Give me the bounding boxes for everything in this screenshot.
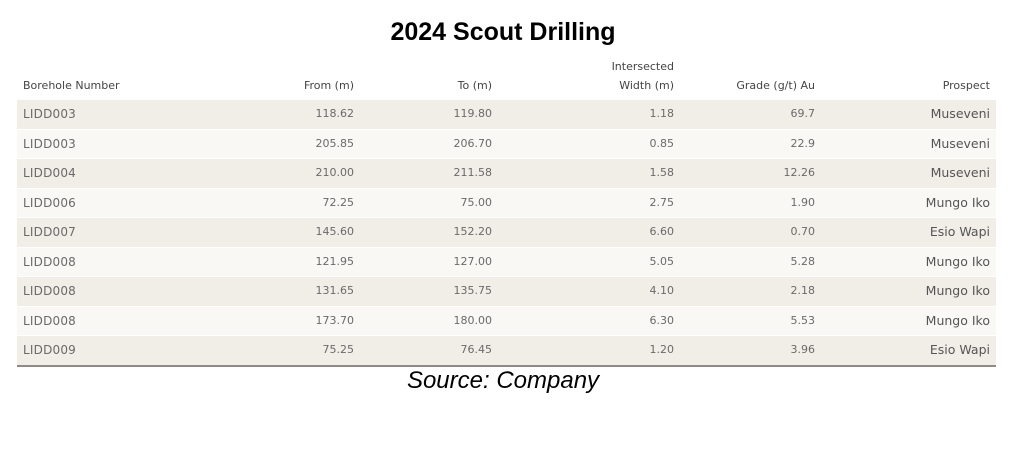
cell-width: 4.10 <box>498 276 680 307</box>
cell-borehole: LIDD009 <box>17 335 214 367</box>
table-row: LIDD004 210.00 211.58 1.58 12.26 Museveni <box>17 158 996 189</box>
cell-grade: 5.53 <box>680 306 821 336</box>
cell-prospect: Museveni <box>821 100 996 130</box>
cell-width: 1.18 <box>498 100 680 130</box>
cell-prospect: Esio Wapi <box>821 335 996 367</box>
table-row: LIDD007 145.60 152.20 6.60 0.70 Esio Wapi <box>17 217 996 248</box>
cell-width: 1.20 <box>498 335 680 367</box>
cell-borehole: LIDD006 <box>17 188 214 218</box>
cell-prospect: Mungo Iko <box>821 188 996 218</box>
cell-from: 118.62 <box>214 100 360 130</box>
cell-width: 6.60 <box>498 217 680 248</box>
cell-width: 0.85 <box>498 129 680 159</box>
header-prospect: Prospect <box>942 79 990 92</box>
cell-prospect: Museveni <box>821 129 996 159</box>
cell-to: 75.00 <box>360 188 498 218</box>
cell-to: 127.00 <box>360 247 498 277</box>
header-grade: Grade (g/t) Au <box>736 79 815 92</box>
cell-to: 135.75 <box>360 276 498 307</box>
cell-from: 145.60 <box>214 217 360 248</box>
cell-width: 2.75 <box>498 188 680 218</box>
table-row: LIDD006 72.25 75.00 2.75 1.90 Mungo Iko <box>17 188 996 218</box>
header-to: To (m) <box>457 79 492 92</box>
cell-prospect: Esio Wapi <box>821 217 996 248</box>
cell-grade: 2.18 <box>680 276 821 307</box>
header-from: From (m) <box>303 79 354 92</box>
cell-width: 6.30 <box>498 306 680 336</box>
cell-from: 210.00 <box>214 158 360 189</box>
cell-grade: 0.70 <box>680 217 821 248</box>
page-title: 2024 Scout Drilling <box>390 18 616 46</box>
cell-to: 180.00 <box>360 306 498 336</box>
table-row: LIDD003 118.62 119.80 1.18 69.7 Museveni <box>17 100 996 130</box>
cell-width: 1.58 <box>498 158 680 189</box>
source-note: Source: Company <box>406 367 600 394</box>
header-width-line2: Width (m) <box>619 79 674 92</box>
cell-grade: 1.90 <box>680 188 821 218</box>
header-width-line1: Intersected <box>611 60 674 73</box>
header-width: Intersected Width (m) <box>498 57 680 100</box>
cell-borehole: LIDD007 <box>17 217 214 248</box>
drilling-results-table: Borehole Number From (m) To (m) Intersec… <box>17 57 996 367</box>
cell-prospect: Mungo Iko <box>821 276 996 307</box>
cell-prospect: Mungo Iko <box>821 247 996 277</box>
cell-from: 173.70 <box>214 306 360 336</box>
cell-width: 5.05 <box>498 247 680 277</box>
cell-from: 121.95 <box>214 247 360 277</box>
table-row: LIDD008 121.95 127.00 5.05 5.28 Mungo Iko <box>17 247 996 277</box>
table-row: LIDD008 131.65 135.75 4.10 2.18 Mungo Iko <box>17 276 996 307</box>
cell-borehole: LIDD004 <box>17 158 214 189</box>
cell-to: 76.45 <box>360 335 498 367</box>
table-row: LIDD009 75.25 76.45 1.20 3.96 Esio Wapi <box>17 335 996 367</box>
cell-to: 152.20 <box>360 217 498 248</box>
table-row: LIDD003 205.85 206.70 0.85 22.9 Museveni <box>17 129 996 159</box>
cell-to: 119.80 <box>360 100 498 130</box>
cell-grade: 5.28 <box>680 247 821 277</box>
cell-from: 75.25 <box>214 335 360 367</box>
cell-grade: 12.26 <box>680 158 821 189</box>
cell-to: 206.70 <box>360 129 498 159</box>
cell-from: 131.65 <box>214 276 360 307</box>
cell-from: 205.85 <box>214 129 360 159</box>
header-borehole: Borehole Number <box>23 79 120 92</box>
table-header-row: Borehole Number From (m) To (m) Intersec… <box>17 57 996 100</box>
cell-from: 72.25 <box>214 188 360 218</box>
table-row: LIDD008 173.70 180.00 6.30 5.53 Mungo Iko <box>17 306 996 336</box>
cell-to: 211.58 <box>360 158 498 189</box>
cell-prospect: Museveni <box>821 158 996 189</box>
cell-grade: 3.96 <box>680 335 821 367</box>
cell-borehole: LIDD008 <box>17 247 214 277</box>
cell-borehole: LIDD003 <box>17 129 214 159</box>
drilling-table-container: Borehole Number From (m) To (m) Intersec… <box>17 57 996 367</box>
cell-prospect: Mungo Iko <box>821 306 996 336</box>
cell-borehole: LIDD008 <box>17 306 214 336</box>
cell-grade: 69.7 <box>680 100 821 130</box>
cell-borehole: LIDD008 <box>17 276 214 307</box>
cell-grade: 22.9 <box>680 129 821 159</box>
cell-borehole: LIDD003 <box>17 100 214 130</box>
